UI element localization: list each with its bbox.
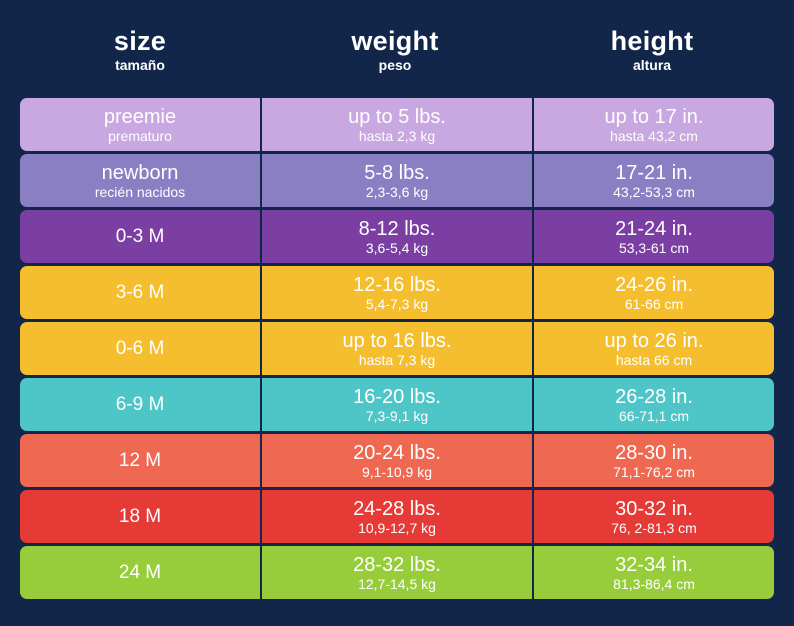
size-label: 0-3 M [115,226,165,247]
table-row: 12 M 20-24 lbs. 9,1-10,9 kg 28-30 in. 71… [20,434,774,487]
table-row: 18 M 24-28 lbs. 10,9-12,7 kg 30-32 in. 7… [20,490,774,543]
table-row: 24 M 28-32 lbs. 12,7-14,5 kg 32-34 in. 8… [20,546,774,599]
height-cm: 81,3-86,4 cm [613,575,695,592]
height-cell: 24-26 in. 61-66 cm [534,266,774,319]
weight-kg: 12,7-14,5 kg [358,575,436,592]
weight-lbs: up to 5 lbs. [348,105,446,128]
height-cell: 17-21 in. 43,2-53,3 cm [534,154,774,207]
size-cell: 12 M [20,434,260,487]
height-in: 28-30 in. [615,441,693,464]
height-cell: 21-24 in. 53,3-61 cm [534,210,774,263]
weight-kg: 5,4-7,3 kg [365,295,429,312]
size-label: 24 M [118,562,162,583]
weight-cell: 5-8 lbs. 2,3-3,6 kg [260,154,534,207]
size-label: 6-9 M [115,394,165,415]
table-row: 0-6 M up to 16 lbs. hasta 7,3 kg up to 2… [20,322,774,375]
size-label: preemie [103,105,177,128]
height-cm: 66-71,1 cm [618,407,690,424]
weight-header-title: weight [351,26,439,56]
size-cell: 0-6 M [20,322,260,375]
height-cm: 53,3-61 cm [618,239,690,256]
weight-kg: 3,6-5,4 kg [365,239,429,256]
height-cm: 43,2-53,3 cm [613,183,695,200]
size-cell: 24 M [20,546,260,599]
size-label: 3-6 M [115,282,165,303]
table-row: preemie prematuro up to 5 lbs. hasta 2,3… [20,98,774,151]
size-cell: 18 M [20,490,260,543]
weight-cell: 20-24 lbs. 9,1-10,9 kg [260,434,534,487]
table-row: 3-6 M 12-16 lbs. 5,4-7,3 kg 24-26 in. 61… [20,266,774,319]
height-cell: up to 26 in. hasta 66 cm [534,322,774,375]
height-in: 32-34 in. [615,553,693,576]
weight-lbs: 20-24 lbs. [353,441,441,464]
weight-lbs: 8-12 lbs. [358,217,436,240]
weight-lbs: up to 16 lbs. [342,329,452,352]
table-row: newborn recién nacidos 5-8 lbs. 2,3-3,6 … [20,154,774,207]
size-label: 18 M [118,506,162,527]
height-cm: hasta 66 cm [615,351,693,368]
weight-kg: hasta 2,3 kg [358,127,436,144]
weight-lbs: 12-16 lbs. [353,273,441,296]
height-in: up to 17 in. [604,105,704,128]
height-cm: 71,1-76,2 cm [613,463,695,480]
size-column-header: size tamaño [20,28,260,88]
height-in: 30-32 in. [615,497,693,520]
size-cell: preemie prematuro [20,98,260,151]
size-label: newborn [101,161,179,184]
weight-lbs: 5-8 lbs. [364,161,430,184]
weight-header-subtitle: peso [378,57,412,73]
weight-cell: up to 5 lbs. hasta 2,3 kg [260,98,534,151]
size-label: 12 M [118,450,162,471]
height-in: up to 26 in. [604,329,704,352]
height-cm: hasta 43,2 cm [610,127,698,144]
weight-kg: 2,3-3,6 kg [365,183,429,200]
weight-cell: up to 16 lbs. hasta 7,3 kg [260,322,534,375]
weight-lbs: 24-28 lbs. [353,497,441,520]
weight-column-header: weight peso [260,28,530,88]
weight-lbs: 16-20 lbs. [353,385,441,408]
table-row: 0-3 M 8-12 lbs. 3,6-5,4 kg 21-24 in. 53,… [20,210,774,263]
size-header-title: size [113,26,167,56]
weight-cell: 8-12 lbs. 3,6-5,4 kg [260,210,534,263]
height-cell: 30-32 in. 76, 2-81,3 cm [534,490,774,543]
height-cm: 61-66 cm [624,295,684,312]
height-cell: 28-30 in. 71,1-76,2 cm [534,434,774,487]
size-cell: 3-6 M [20,266,260,319]
weight-kg: 7,3-9,1 kg [365,407,429,424]
size-header-subtitle: tamaño [115,57,165,73]
size-cell: 0-3 M [20,210,260,263]
table-row: 6-9 M 16-20 lbs. 7,3-9,1 kg 26-28 in. 66… [20,378,774,431]
height-in: 21-24 in. [615,217,693,240]
size-label-spanish: recién nacidos [94,183,186,200]
size-cell: 6-9 M [20,378,260,431]
size-label: 0-6 M [115,338,165,359]
weight-kg: 9,1-10,9 kg [361,463,433,480]
weight-cell: 16-20 lbs. 7,3-9,1 kg [260,378,534,431]
size-label-spanish: prematuro [108,127,172,144]
table-header: size tamaño weight peso height altura [20,28,774,88]
height-cell: 32-34 in. 81,3-86,4 cm [534,546,774,599]
weight-cell: 28-32 lbs. 12,7-14,5 kg [260,546,534,599]
weight-cell: 24-28 lbs. 10,9-12,7 kg [260,490,534,543]
size-cell: newborn recién nacidos [20,154,260,207]
weight-kg: 10,9-12,7 kg [358,519,436,536]
height-cm: 76, 2-81,3 cm [611,519,697,536]
weight-cell: 12-16 lbs. 5,4-7,3 kg [260,266,534,319]
height-header-subtitle: altura [632,57,672,73]
size-chart-table: preemie prematuro up to 5 lbs. hasta 2,3… [20,98,774,602]
height-column-header: height altura [530,28,774,88]
height-header-title: height [610,26,694,56]
height-in: 24-26 in. [615,273,693,296]
weight-kg: hasta 7,3 kg [358,351,436,368]
height-in: 26-28 in. [615,385,693,408]
height-cell: up to 17 in. hasta 43,2 cm [534,98,774,151]
weight-lbs: 28-32 lbs. [353,553,441,576]
height-in: 17-21 in. [615,161,693,184]
height-cell: 26-28 in. 66-71,1 cm [534,378,774,431]
